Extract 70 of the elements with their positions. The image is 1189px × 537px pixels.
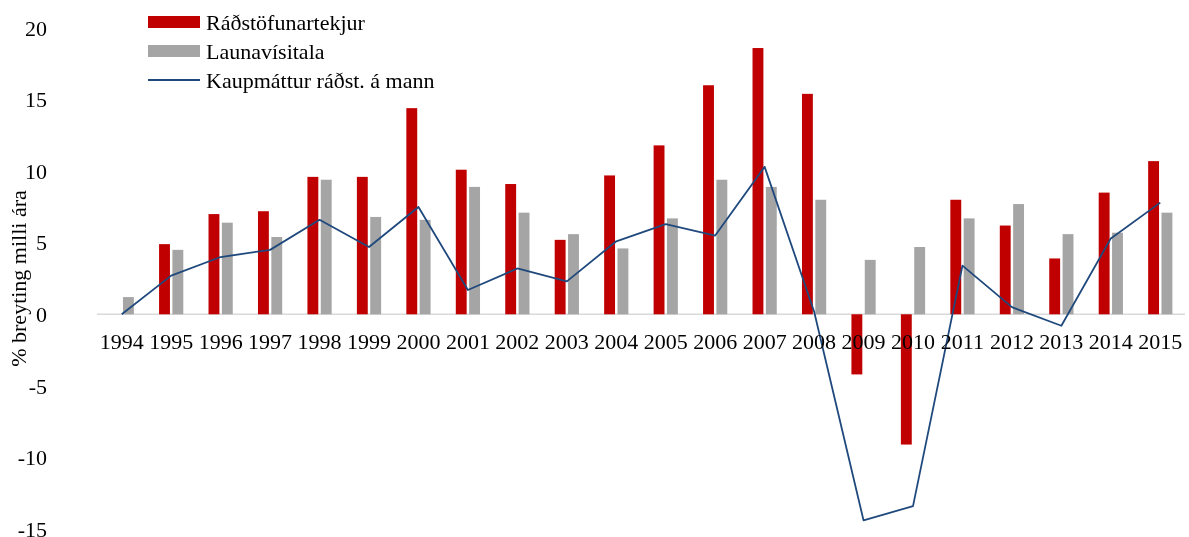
bar [505,184,517,315]
bar [518,212,530,315]
x-tick-label: 1998 [297,329,342,355]
bar [950,199,962,315]
legend-label: Kaupmáttur ráðst. á mann [206,67,435,93]
y-tick-label: 20 [25,15,47,41]
x-tick-label: 1996 [198,329,243,355]
y-tick-label: -5 [28,373,47,399]
bar [568,234,579,315]
x-tick-label: 1994 [99,329,144,355]
y-tick-label: 5 [36,230,47,256]
bar [653,145,665,315]
bar [1161,212,1173,315]
x-tick-label: 2001 [445,329,490,355]
bar [271,236,283,315]
bar [864,259,876,315]
bar [801,93,813,315]
bar [554,239,566,315]
bar [370,216,382,315]
bar [419,219,431,315]
bar [752,48,764,315]
x-tick-label: 1997 [248,329,293,355]
x-tick-label: 2012 [989,329,1034,355]
y-tick-label: -15 [17,516,47,537]
x-tick-label: 2013 [1039,329,1084,355]
x-tick-label: 1995 [149,329,194,355]
x-tick-label: 2006 [693,329,738,355]
bar [406,108,418,315]
bar [815,199,827,315]
x-tick-label: 2003 [544,329,589,355]
bar [703,85,714,315]
x-tick-label: 2007 [742,329,787,355]
bar [1013,204,1025,315]
legend-label: Launavísitala [206,38,325,64]
bar [307,176,319,315]
bar [1049,258,1061,315]
bar [159,244,170,315]
bar [617,248,629,315]
x-tick-label: 1999 [347,329,391,355]
bar [716,179,728,315]
bar [914,247,926,315]
y-tick-label: -10 [17,445,47,471]
x-tick-label: 2002 [495,329,540,355]
bar [356,176,368,315]
bar [455,169,467,315]
x-tick-label: 2005 [643,329,688,355]
bar [765,186,777,315]
bar [666,218,678,315]
x-tick-label: 2014 [1088,329,1133,355]
bar [208,214,220,315]
bar [1112,232,1123,315]
bar [604,175,616,315]
bar [257,211,269,315]
bar [999,225,1011,315]
bar [469,186,481,315]
x-tick-label: 2000 [396,329,441,355]
legend-label: Ráðstöfunartekjur [206,9,366,35]
y-axis-title: % breyting milli ára [6,189,31,367]
bar [1098,192,1110,315]
bar [221,222,233,315]
bar [320,179,332,315]
y-tick-label: 15 [25,87,47,113]
y-tick-label: 0 [36,301,47,327]
bar [172,249,184,315]
y-tick-label: 10 [25,158,47,184]
x-tick-label: 2015 [1138,329,1183,355]
bar [1062,234,1074,315]
bar [1148,161,1160,315]
bar [963,218,975,315]
x-tick-label: 2004 [594,329,639,355]
